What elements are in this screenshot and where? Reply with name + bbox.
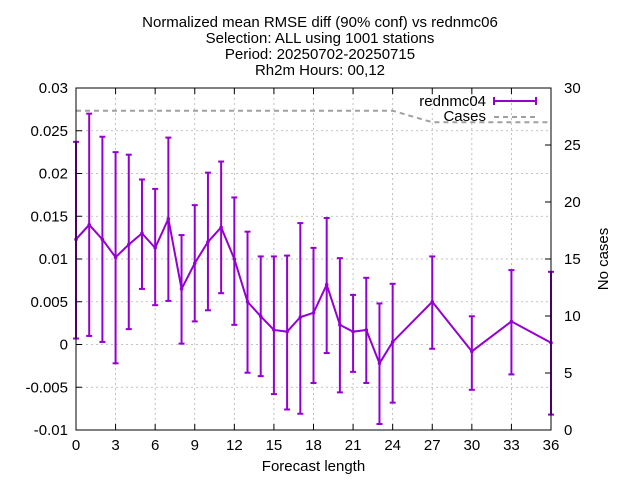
x-tick-label: 27 xyxy=(424,437,441,454)
rednmc04-point xyxy=(390,340,395,344)
rednmc04-point xyxy=(470,349,474,354)
x-tick-label: 0 xyxy=(72,437,80,454)
legend-label-rednmc04: rednmc04 xyxy=(419,93,486,110)
y2-tick-label: 0 xyxy=(564,422,572,439)
rednmc04-series xyxy=(73,112,554,426)
rednmc04-point xyxy=(430,299,435,304)
chart-title-line-2: Period: 20250702-20250715 xyxy=(225,46,415,63)
rednmc04-point xyxy=(351,329,355,334)
y-tick-label: 0.02 xyxy=(39,166,68,183)
rednmc04-point xyxy=(87,223,91,227)
rednmc04-point xyxy=(258,314,263,319)
rednmc04-point xyxy=(298,315,303,319)
y2-tick-label: 10 xyxy=(564,308,581,325)
chart-title-line-3: Rh2m Hours: 00,12 xyxy=(255,62,385,79)
rednmc04-point xyxy=(232,257,237,261)
y2-tick-label: 5 xyxy=(564,365,572,382)
x-tick-label: 21 xyxy=(345,437,362,454)
chart-title-line-0: Normalized mean RMSE diff (90% conf) vs … xyxy=(142,14,498,31)
y-tick-label: 0.01 xyxy=(39,251,68,268)
axis-ticks xyxy=(75,87,552,431)
y-tick-label: -0.005 xyxy=(25,379,68,396)
x-tick-label: 24 xyxy=(384,437,401,454)
legend: rednmc04 Cases xyxy=(419,93,537,125)
rednmc04-point xyxy=(179,287,184,291)
x-tick-label: 36 xyxy=(543,437,560,454)
y-tick-label: 0.025 xyxy=(30,123,68,140)
chart-title-line-1: Selection: ALL using 1001 stations xyxy=(206,30,435,47)
rednmc04-point xyxy=(272,328,276,332)
y-tick-label: 0.005 xyxy=(30,294,68,311)
y-tick-label: 0.015 xyxy=(30,208,68,225)
rednmc04-point xyxy=(100,237,105,242)
rednmc04-point xyxy=(377,361,382,366)
y-tick-label: -0.01 xyxy=(34,422,68,439)
x-tick-label: 33 xyxy=(503,437,520,454)
rednmc04-point xyxy=(338,323,342,327)
cases-series xyxy=(76,109,551,124)
x-tick-label: 9 xyxy=(191,437,199,454)
y2-tick-label: 15 xyxy=(564,251,581,268)
rednmc04-point xyxy=(219,225,223,230)
x-tick-label: 6 xyxy=(151,437,159,454)
rednmc04-point xyxy=(153,246,157,250)
rednmc04-point xyxy=(245,299,250,304)
rednmc04-point xyxy=(509,319,514,324)
tick-labels: 0 3 6 9 12 15 18 21 24 27 30 33 36-0.01-0.00500.0050… xyxy=(25,80,580,454)
y2-tick-label: 30 xyxy=(564,80,581,97)
y2-tick-label: 25 xyxy=(564,137,581,154)
rednmc04-point xyxy=(126,242,131,247)
x-axis-label: Forecast length xyxy=(262,458,365,475)
rednmc04-point xyxy=(324,282,329,287)
rednmc04-point xyxy=(364,328,369,332)
y-tick-label: 0 xyxy=(60,337,68,354)
x-tick-label: 3 xyxy=(111,437,119,454)
x-tick-label: 15 xyxy=(266,437,283,454)
y-tick-label: 0.03 xyxy=(39,80,68,97)
rednmc04-point xyxy=(192,261,197,266)
rednmc04-point xyxy=(113,255,118,260)
rednmc04-point xyxy=(285,329,289,334)
legend-label-cases: Cases xyxy=(443,108,486,125)
rednmc04-point xyxy=(311,311,316,315)
cases-line xyxy=(76,109,551,124)
rednmc04-point xyxy=(140,231,144,236)
x-tick-label: 12 xyxy=(226,437,243,454)
y2-tick-label: 20 xyxy=(564,194,581,211)
rednmc04-point xyxy=(166,217,171,221)
y2-axis-label: No cases xyxy=(595,228,612,291)
rednmc04-point xyxy=(206,240,210,244)
x-tick-label: 30 xyxy=(463,437,480,454)
chart-title: Normalized mean RMSE diff (90% conf) vs … xyxy=(142,14,498,79)
x-tick-label: 18 xyxy=(305,437,322,454)
